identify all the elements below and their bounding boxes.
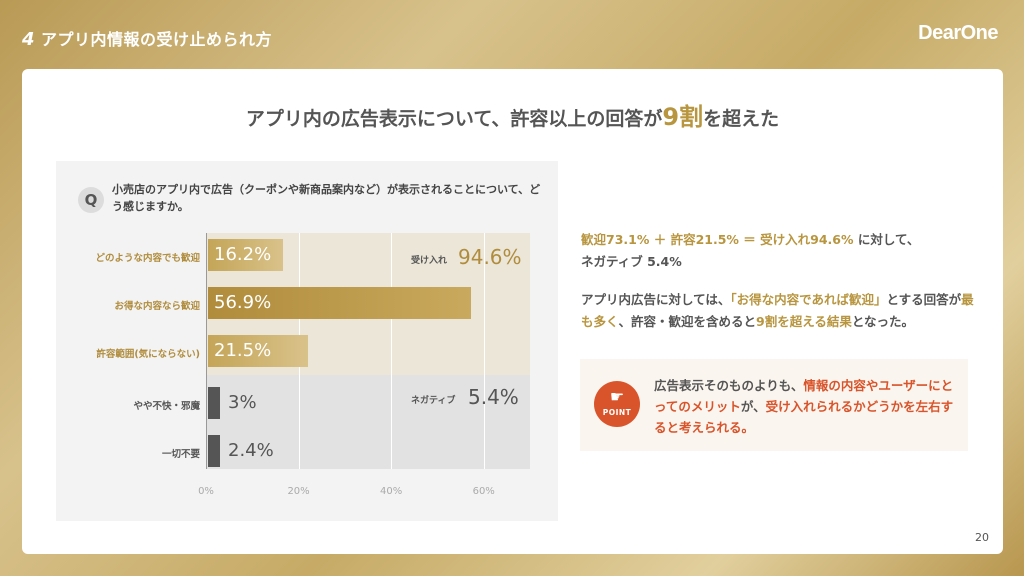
point-t4: 受け入れられるかどうかを左右すると考えられる。 — [654, 399, 954, 435]
summary-negative: ネガティブ 5.4% — [581, 254, 682, 269]
section-title-text: アプリ内情報の受け止められ方 — [41, 30, 273, 49]
headline-highlight: 9割 — [662, 103, 704, 131]
bar — [208, 287, 472, 319]
point-box: ☛ POINT 広告表示そのものよりも、情報の内容やユーザーにとってのメリットが… — [580, 359, 968, 451]
x-tick-label: 20% — [287, 486, 310, 497]
content-card: アプリ内の広告表示について、許容以上の回答が9割を超えた Q 小売店のアプリ内で… — [22, 69, 1003, 554]
bar-value-label: 16.2% — [214, 244, 272, 265]
category-label: 許容範囲(気にならない) — [96, 349, 200, 360]
point-badge: ☛ POINT — [594, 381, 640, 427]
summary-p2-h: となった。 — [851, 314, 915, 329]
gridline — [483, 233, 485, 469]
bar — [208, 435, 220, 467]
category-label: 一切不要 — [161, 449, 200, 460]
bar-value-label: 2.4% — [228, 440, 274, 461]
pointing-hand-icon: ☛ — [609, 387, 625, 406]
gridline — [391, 233, 393, 469]
summary-paragraph: アプリ内広告に対しては、「お得な内容であれば歓迎」とする回答が最も多く、許容・歓… — [581, 289, 981, 333]
category-label: やや不快・邪魔 — [133, 401, 200, 412]
question: Q 小売店のアプリ内で広告（クーポンや新商品案内など）が表示されることについて、… — [78, 181, 548, 215]
x-tick-label: 0% — [198, 486, 214, 497]
bar — [208, 239, 283, 271]
summary-p2-e: 、許容・歓迎を含めると — [618, 314, 757, 329]
section-title: 4 アプリ内情報の受け止められ方 — [22, 26, 272, 50]
summary-p2-a: アプリ内広告に対しては、 — [581, 292, 731, 307]
chart-panel: Q 小売店のアプリ内で広告（クーポンや新商品案内など）が表示されることについて、… — [56, 161, 558, 521]
question-badge: Q — [78, 187, 104, 213]
question-text: 小売店のアプリ内で広告（クーポンや新商品案内など）が表示されることについて、どう… — [112, 183, 541, 213]
bar — [208, 387, 220, 419]
bar-value-label: 3% — [228, 392, 257, 413]
summary-p2-b: 「お得な内容であれば歓迎」 — [730, 292, 887, 307]
negative-band — [206, 375, 530, 469]
point-badge-label: POINT — [602, 408, 632, 417]
summary-p2-g: を超える結果 — [777, 314, 852, 329]
summary-formula: 歓迎73.1% ＋ 許容21.5% ＝ 受け入れ94.6% — [581, 232, 854, 247]
summary-p2-f: 9割 — [756, 314, 778, 329]
brand-logo: DearOne — [918, 22, 998, 44]
y-axis-line — [206, 233, 207, 469]
headline-post: を超えた — [703, 108, 780, 130]
summary-p2-c: とする回答が — [886, 292, 962, 307]
category-label: どのような内容でも歓迎 — [95, 253, 200, 264]
x-tick-label: 40% — [380, 486, 403, 497]
bar — [208, 335, 308, 367]
point-t3: が、 — [740, 399, 766, 414]
category-label: お得な内容なら歓迎 — [114, 301, 200, 312]
headline: アプリ内の広告表示について、許容以上の回答が9割を超えた — [22, 97, 1003, 132]
point-t2: 情報の内容やユーザーにとってのメリット — [654, 378, 954, 414]
x-tick-label: 60% — [472, 486, 495, 497]
group-label: 受け入れ — [411, 256, 448, 266]
group-label: ネガティブ — [411, 396, 456, 406]
point-t1: 広告表示そのものよりも、 — [654, 378, 804, 393]
bar-chart: 0% 20% 40% 60% どのような内容でも歓迎 16.2% お得な内容なら歓迎 56.9… — [56, 161, 558, 521]
point-text: 広告表示そのものよりも、情報の内容やユーザーにとってのメリットが、受け入れられる… — [654, 375, 962, 438]
group-value: 5.4% — [468, 385, 519, 409]
group-value: 94.6% — [458, 245, 522, 269]
bar-value-label: 21.5% — [214, 340, 272, 361]
page-number: 20 — [975, 531, 989, 544]
summary-p2-d: 最も多く — [581, 292, 974, 329]
section-number: 4 — [22, 29, 36, 50]
headline-pre: アプリ内の広告表示について、許容以上の回答が — [245, 108, 663, 130]
bar-value-label: 56.9% — [214, 292, 272, 313]
summary-formula-rest: に対して、 — [857, 232, 920, 247]
summary-text: 歓迎73.1% ＋ 許容21.5% ＝ 受け入れ94.6% に対して、 ネガティ… — [581, 229, 981, 273]
